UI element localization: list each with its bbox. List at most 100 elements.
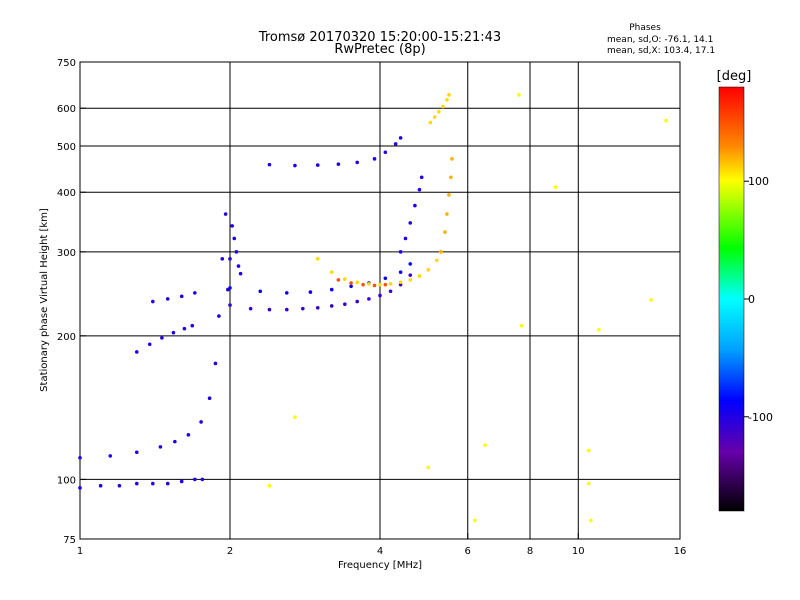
y-tick-label: 400 <box>57 188 76 199</box>
x-tick-label: 2 <box>227 546 233 557</box>
y-axis: 75 100 200 300 400 500 600 750 <box>57 58 86 546</box>
data-point <box>597 327 601 332</box>
colorbar-label: [deg] <box>717 69 752 84</box>
data-point <box>293 415 297 420</box>
data-point <box>199 420 203 424</box>
colorbar-tick-label: -100 <box>748 411 773 424</box>
data-point <box>428 120 433 125</box>
data-point <box>284 307 289 312</box>
phases-legend-o: mean, sd,O: -76.1, 14.1 <box>607 35 713 45</box>
data-point <box>349 281 353 285</box>
phases-legend-x: mean, sd,X: 103.4, 17.1 <box>607 46 715 56</box>
data-point <box>134 450 139 455</box>
colorbar-tick-label: 100 <box>748 175 769 188</box>
data-point <box>329 270 334 274</box>
data-point <box>158 445 163 449</box>
data-point <box>388 289 393 294</box>
data-point <box>117 483 122 488</box>
data-point <box>190 323 195 328</box>
data-point <box>437 109 441 114</box>
data-point <box>553 185 558 189</box>
data-point <box>445 97 449 102</box>
x-tick-label: 1 <box>77 546 83 557</box>
data-point <box>413 203 417 208</box>
y-tick-label: 600 <box>57 104 76 115</box>
data-point <box>398 270 403 274</box>
data-point <box>223 212 228 216</box>
data-point <box>419 175 424 180</box>
data-point <box>378 293 382 298</box>
data-point <box>449 175 453 180</box>
data-point <box>173 439 177 444</box>
data-point <box>193 477 197 482</box>
data-point <box>447 193 451 197</box>
data-point <box>315 257 320 261</box>
data-point <box>388 282 393 286</box>
x-axis-label: Frequency [MHz] <box>338 560 422 571</box>
data-point <box>408 278 413 282</box>
chart-subtitle: RwPretec (8p) <box>334 42 425 57</box>
data-point <box>165 297 170 301</box>
data-point <box>267 162 272 167</box>
data-point <box>228 303 232 307</box>
data-point <box>445 212 449 216</box>
phases-legend-title: Phases <box>629 23 661 33</box>
data-point <box>207 396 212 400</box>
y-tick-label: 75 <box>63 535 76 546</box>
data-point <box>443 230 447 234</box>
data-point <box>179 294 184 299</box>
data-point <box>383 282 388 287</box>
data-point <box>664 118 668 123</box>
data-point <box>434 258 439 263</box>
data-point <box>200 477 205 482</box>
data-point <box>447 93 451 97</box>
x-tick-label: 8 <box>527 546 533 557</box>
data-point <box>450 157 454 161</box>
data-point <box>473 518 477 523</box>
y-tick-label: 300 <box>57 248 76 259</box>
y-tick-label: 200 <box>57 332 76 343</box>
data-point <box>367 297 371 301</box>
data-point <box>329 304 334 308</box>
data-point <box>329 287 334 292</box>
data-point <box>134 350 139 354</box>
colorbar-ticks: 100 0 -100 <box>744 175 773 424</box>
data-point <box>372 283 377 288</box>
y-tick-label: 500 <box>57 142 76 153</box>
data-point <box>439 250 443 254</box>
data-point <box>417 187 422 192</box>
data-point <box>587 481 591 486</box>
data-point <box>165 481 170 486</box>
data-point <box>193 291 197 295</box>
data-point <box>398 136 403 140</box>
data-point <box>336 278 341 282</box>
data-point <box>234 250 239 254</box>
data-point <box>372 157 377 161</box>
data-point <box>432 115 437 119</box>
data-point <box>232 236 237 241</box>
data-point <box>408 221 413 225</box>
data-point <box>151 481 155 486</box>
data-point <box>217 314 221 318</box>
x-tick-label: 10 <box>572 546 585 557</box>
data-point <box>587 448 591 453</box>
data-point <box>417 274 422 278</box>
data-point <box>284 291 289 295</box>
data-point <box>213 361 218 366</box>
data-point <box>98 483 103 488</box>
data-point <box>147 342 152 347</box>
data-point <box>220 257 225 261</box>
data-point <box>361 282 365 287</box>
data-point <box>426 268 431 272</box>
data-point <box>228 286 232 290</box>
grid-lines <box>80 62 680 539</box>
data-point <box>367 282 371 286</box>
data-point <box>355 280 359 285</box>
data-point <box>426 465 431 470</box>
data-point <box>108 454 113 458</box>
data-point <box>301 306 305 311</box>
data-point <box>228 257 232 261</box>
data-point <box>649 297 653 302</box>
data-point <box>336 162 341 166</box>
